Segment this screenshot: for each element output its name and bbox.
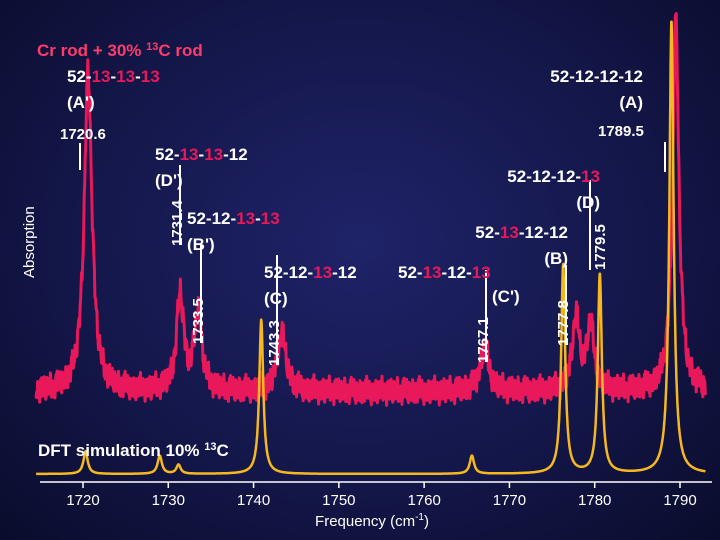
- peak-label: 1733.5: [190, 298, 207, 344]
- species-composition: 52-13-13-12: [155, 145, 248, 164]
- experiment-spectrum: [34, 12, 707, 407]
- peak-markers: 1720.6 1731.4 1733.5 1743.3 1767.1 1777.8 1779…: [60, 123, 666, 366]
- chart-title: Cr rod + 30% 13C rod: [37, 41, 203, 60]
- peak-label: 1777.8: [555, 300, 572, 346]
- x-tick-label: 1790: [663, 492, 696, 509]
- simulation-label: DFT simulation 10% 13C: [38, 441, 229, 460]
- simulation-spectrum: [35, 20, 707, 476]
- species-composition: 52-12-12-12: [550, 67, 643, 86]
- species-tag: (B): [544, 249, 568, 268]
- peak-label: 1779.5: [592, 224, 609, 270]
- species-tag: (C): [264, 289, 288, 308]
- x-tick-label: 1740: [237, 492, 270, 509]
- species-tag: (D): [576, 193, 600, 212]
- species-composition: 52-12-12-13: [507, 167, 600, 186]
- species-composition: 52-12-13-13: [187, 209, 280, 228]
- peak-label: 1720.6: [60, 126, 106, 143]
- species-tag: (B'): [187, 235, 215, 254]
- species-tag: (A'): [67, 93, 95, 112]
- x-tick-label: 1760: [407, 492, 440, 509]
- peak-label: 1743.3: [266, 320, 283, 366]
- x-axis-ticks: 1720 1730 1740 1750 1760 1770 1780 1790: [66, 482, 697, 509]
- x-tick-label: 1750: [322, 492, 355, 509]
- x-tick-label: 1720: [66, 492, 99, 509]
- y-axis-label: Absorption: [21, 206, 38, 278]
- x-tick-label: 1770: [493, 492, 526, 509]
- species-composition: 52-13-12-13: [398, 263, 491, 282]
- peak-label: 1767.1: [475, 317, 492, 363]
- species-labels: 52-13-13-13 (A') 52-12-12-12 (A) 52-13-13-12…: [67, 67, 643, 308]
- species-composition: 52-12-13-12: [264, 263, 357, 282]
- peak-label: 1731.4: [169, 199, 186, 246]
- species-tag: (A): [619, 93, 643, 112]
- species-composition: 52-13-13-13: [67, 67, 160, 86]
- species-composition: 52-13-12-12: [475, 223, 568, 242]
- species-tag: (D'): [155, 171, 183, 190]
- peak-label: 1789.5: [598, 123, 644, 140]
- x-tick-label: 1730: [152, 492, 185, 509]
- x-tick-label: 1780: [578, 492, 611, 509]
- x-axis-label: Frequency (cm-1): [315, 512, 429, 530]
- species-tag: (C'): [492, 287, 520, 306]
